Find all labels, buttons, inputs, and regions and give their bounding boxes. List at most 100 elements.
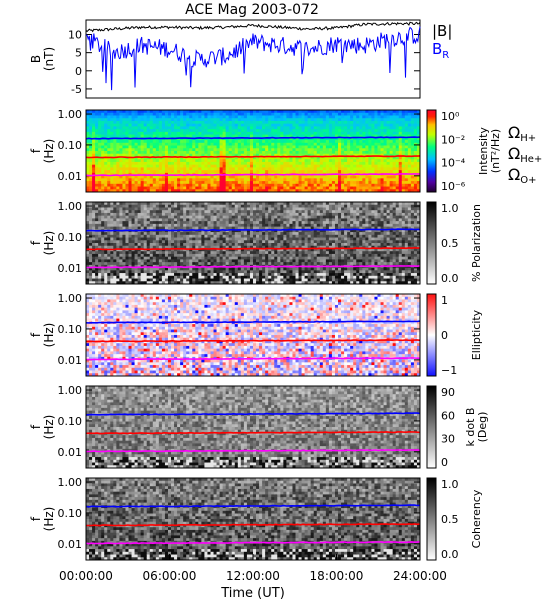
heatmap-cell <box>271 175 275 179</box>
heatmap-cell <box>143 251 148 255</box>
heatmap-cell <box>104 134 108 138</box>
heatmap-cell <box>249 170 254 174</box>
heatmap-cell <box>152 181 157 185</box>
heatmap-cell <box>274 115 278 119</box>
heatmap-cell <box>237 118 242 122</box>
heatmap-cell <box>140 151 145 155</box>
heatmap-cell <box>262 134 266 138</box>
heatmap-cell <box>143 148 148 152</box>
heatmap-cell <box>180 273 184 277</box>
heatmap-cell <box>319 189 324 193</box>
heatmap-cell <box>140 181 145 185</box>
heatmap-cell <box>171 140 175 144</box>
heatmap-cell <box>383 142 387 146</box>
heatmap-cell <box>122 210 126 214</box>
heatmap-cell <box>338 126 342 130</box>
heatmap-cell <box>280 131 284 135</box>
heatmap-cell <box>92 275 96 279</box>
heatmap-cell <box>189 142 193 146</box>
heatmap-cell <box>216 181 220 185</box>
heatmap-cell <box>201 151 205 155</box>
heatmap-cell <box>353 189 357 193</box>
heatmap-cell <box>164 172 169 176</box>
heatmap-cell <box>146 186 151 190</box>
heatmap-cell <box>158 175 163 179</box>
heatmap-cell <box>389 178 394 182</box>
heatmap-cell <box>301 189 306 193</box>
heatmap-cell <box>98 142 102 146</box>
heatmap-cell <box>277 118 281 122</box>
heatmap-cell <box>237 175 242 179</box>
heatmap-cell <box>101 212 105 217</box>
heatmap-cell <box>180 237 184 241</box>
heatmap-cell <box>201 110 205 114</box>
heatmap-cell <box>413 129 418 133</box>
heatmap-cell <box>204 218 208 222</box>
heatmap-cell <box>177 134 181 138</box>
heatmap-cell <box>116 175 120 179</box>
heatmap-cell <box>216 115 220 119</box>
heatmap-cell <box>101 232 105 236</box>
heatmap-cell <box>271 123 275 127</box>
heatmap-cell <box>280 189 284 193</box>
heatmap-cell <box>158 218 163 222</box>
heatmap-cell <box>283 178 287 182</box>
heatmap-cell <box>110 204 114 208</box>
heatmap-cell <box>134 253 139 258</box>
heatmap-cell <box>122 145 126 149</box>
heatmap-cell <box>331 115 336 119</box>
heatmap-cell <box>174 134 178 138</box>
heatmap-cell <box>286 148 290 152</box>
heatmap-cell <box>265 131 269 135</box>
heatmap-cell <box>304 131 309 135</box>
heatmap-cell <box>195 161 199 166</box>
heatmap-cell <box>246 207 251 211</box>
heatmap-cell <box>310 123 315 127</box>
heatmap-cell <box>104 142 108 146</box>
heatmap-cell <box>231 259 236 263</box>
heatmap-cell <box>183 140 187 144</box>
heatmap-cell <box>107 115 111 119</box>
heatmap-cell <box>158 273 163 277</box>
heatmap-cell <box>410 134 415 138</box>
heatmap-cell <box>256 151 260 155</box>
heatmap-cell <box>167 256 172 260</box>
heatmap-cell <box>177 123 181 127</box>
heatmap-cell <box>98 115 102 119</box>
heatmap-cell <box>131 134 135 138</box>
heatmap-cell <box>210 159 214 163</box>
heatmap-cell <box>89 232 93 236</box>
heatmap-cell <box>122 223 126 227</box>
heatmap-cell <box>243 256 248 260</box>
heatmap-cell <box>359 118 363 122</box>
heatmap-cell <box>228 273 233 277</box>
heatmap-cell <box>331 118 336 122</box>
heatmap-cell <box>246 167 251 171</box>
heatmap-cell <box>210 189 214 193</box>
heatmap-cell <box>368 189 372 193</box>
heatmap-cell <box>274 120 278 125</box>
heatmap-cell <box>392 175 397 179</box>
heatmap-cell <box>158 140 163 144</box>
heatmap-cell <box>143 189 148 193</box>
heatmap-cell <box>86 232 90 236</box>
heatmap-cell <box>137 215 142 219</box>
heatmap-cell <box>377 115 381 119</box>
heatmap-cell <box>119 189 123 193</box>
heatmap-cell <box>110 126 114 130</box>
heatmap-cell <box>158 240 163 244</box>
heatmap-cell <box>171 120 175 125</box>
heatmap-cell <box>104 110 108 114</box>
heatmap-cell <box>213 267 217 271</box>
heatmap-cell <box>195 281 199 285</box>
heatmap-cell <box>198 142 202 146</box>
heatmap-cell <box>183 218 187 222</box>
heatmap-cell <box>253 120 257 125</box>
heatmap-cell <box>164 281 169 285</box>
heatmap-cell <box>313 164 318 168</box>
heatmap-cell <box>204 223 208 227</box>
heatmap-cell <box>407 137 412 141</box>
heatmap-cell <box>392 115 397 119</box>
heatmap-cell <box>161 159 166 163</box>
heatmap-cell <box>204 204 208 208</box>
